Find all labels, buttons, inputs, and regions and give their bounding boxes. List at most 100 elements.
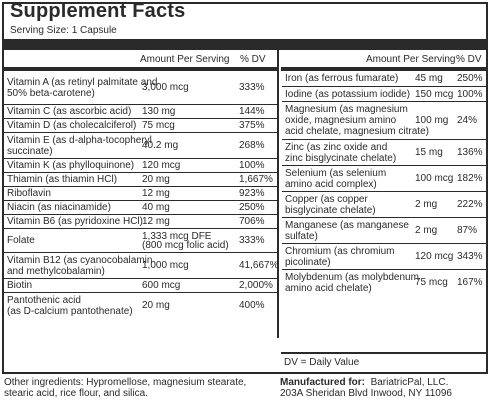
nutrient-name: Chromium (as chromium picolinate)	[285, 246, 394, 268]
nutrient-dv: 167%	[457, 277, 483, 288]
nutrient-name-line: Vitamin B6 (as pyridoxine HCl)	[7, 216, 143, 227]
nutrient-row: Vitamin B6 (as pyridoxine HCl) 12 mg 706%	[7, 215, 277, 228]
nutrient-row: Chromium (as chromium picolinate) 120 mcg 3…	[285, 244, 486, 269]
nutrient-dv: 1,667%	[239, 174, 273, 185]
row-separator	[4, 292, 277, 293]
ingredients-line-2: stearic acid, rice flour, and silica.	[4, 388, 148, 399]
row-separator	[4, 200, 277, 201]
nutrient-dv: 24%	[457, 115, 478, 126]
nutrient-name-line: (as D-calcium pantothenate)	[7, 305, 133, 317]
nutrient-dv: 375%	[239, 120, 265, 131]
nutrient-name: Vitamin B12 (as cyanocobalamin and methyl…	[7, 255, 152, 277]
nutrient-name-line: amino acid complex)	[285, 178, 377, 190]
manufacturer-address: 203A Sheridan Blvd Inwood, NY 11096	[280, 388, 452, 399]
nutrient-dv: 400%	[239, 300, 265, 311]
row-separator	[282, 217, 486, 218]
nutrient-name: Folate	[7, 235, 35, 246]
nutrient-row: Manganese (as manganese sulfate) 2 mg 87%	[285, 218, 486, 243]
row-separator	[282, 101, 486, 102]
nutrient-name-line: Magnesium (as magnesium	[285, 104, 408, 115]
nutrient-amount: 12 mg	[142, 188, 170, 199]
nutrient-amount: 3,000 mcg	[142, 82, 189, 93]
nutrient-name: Manganese (as manganese sulfate)	[285, 220, 409, 242]
nutrient-row: Copper (as copper bisglycinate chelate) 2 …	[285, 192, 486, 217]
nutrient-row: Zinc (as zinc oxide and zinc bisglycinate…	[285, 140, 486, 165]
nutrient-amount: 130 mg	[142, 106, 176, 117]
nutrient-name-line: Pantothenic acid	[7, 294, 81, 306]
nutrient-row: Vitamin B12 (as cyanocobalamin and methyl…	[7, 253, 279, 278]
nutrient-name: Iodine (as potassium iodide)	[285, 89, 410, 100]
nutrient-amount: 600 mcg	[142, 280, 181, 291]
nutrient-row: Thiamin (as thiamin HCl) 20 mg 1,667%	[7, 173, 277, 186]
nutrient-row: Riboflavin 12 mg 923%	[7, 187, 277, 200]
nutrient-name-line: Selenium (as selenium	[285, 167, 387, 179]
nutrient-name-line: Vitamin D (as cholecalciferol)	[7, 120, 137, 131]
nutrient-dv: 250%	[239, 202, 265, 213]
nutrient-row: Vitamin A (as retinyl palmitate and 50% b…	[7, 71, 277, 104]
nutrient-name-line: picolinate)	[285, 256, 331, 268]
nutrient-amount: 40.2 mg	[142, 140, 179, 151]
nutrient-amount: 2 mg	[415, 225, 438, 236]
left-dv-header: % DV	[240, 54, 266, 65]
row-separator	[4, 278, 277, 279]
nutrient-dv: 100%	[457, 88, 483, 100]
row-separator	[4, 252, 277, 253]
row-separator	[4, 132, 277, 133]
nutrient-name: Vitamin B6 (as pyridoxine HCl)	[7, 216, 143, 227]
nutrient-name-line: Vitamin E (as d-alpha-tocopheryl	[7, 134, 152, 146]
nutrient-dv: 268%	[239, 140, 265, 151]
nutrient-name-line: Copper (as copper	[285, 193, 368, 205]
nutrient-amount: 100 mcg	[415, 173, 454, 184]
panel-title: Supplement Facts	[10, 0, 186, 22]
row-separator	[282, 191, 486, 192]
nutrient-row: Molybdenum (as molybdenum amino acid chel…	[285, 270, 486, 295]
nutrient-name: Biotin	[7, 280, 32, 291]
other-ingredients: Other ingredients: Hypromellose, magnesi…	[4, 377, 246, 399]
nutrient-amount: 120 mcg	[415, 251, 454, 262]
nutrient-dv: 136%	[457, 147, 483, 158]
nutrient-dv: 87%	[457, 225, 478, 236]
nutrient-row: Vitamin K (as phylloquinone) 120 mcg 100%	[7, 159, 277, 172]
nutrient-dv: 250%	[457, 73, 483, 84]
nutrient-name-line: Biotin	[7, 280, 33, 291]
nutrient-dv: 333%	[239, 82, 265, 93]
nutrient-name-line: Manganese (as manganese	[285, 219, 409, 231]
nutrient-dv: 144%	[239, 106, 265, 117]
manufactured-label: Manufactured for:	[280, 377, 365, 388]
nutrient-name-line: acid chelate, magnesium citrate)	[285, 126, 429, 137]
nutrient-amount: 75 mcg	[142, 120, 175, 131]
nutrient-name-line: Zinc (as zinc oxide and	[285, 141, 388, 153]
nutrient-amount: 120 mcg	[142, 160, 181, 171]
nutrient-name-line: Iodine (as potassium iodide)	[285, 88, 411, 100]
nutrient-name: Vitamin E (as d-alpha-tocopheryl succinat…	[7, 135, 152, 157]
nutrient-name-line: oxide, magnesium amino	[285, 115, 397, 126]
row-separator	[282, 139, 486, 140]
nutrient-name-line: Chromium (as chromium	[285, 245, 395, 257]
row-separator	[282, 269, 486, 270]
nutrient-dv: 222%	[457, 199, 483, 210]
nutrient-name-line: Thiamin (as thiamin HCl)	[7, 174, 118, 185]
left-header-rule	[4, 67, 277, 71]
nutrient-name-line: Iron (as ferrous fumarate)	[285, 73, 399, 84]
nutrient-name-line: bisglycinate chelate)	[285, 204, 376, 216]
nutrient-row: Biotin 600 mcg 2,000%	[7, 279, 277, 292]
nutrient-dv: 706%	[239, 216, 265, 227]
row-separator	[4, 158, 277, 159]
nutrient-amount: 150 mcg	[415, 88, 454, 100]
nutrient-amount: 40 mg	[142, 202, 170, 213]
nutrient-dv: 41,667%	[239, 260, 279, 271]
nutrient-name: Vitamin A (as retinyl palmitate and 50% b…	[7, 77, 157, 99]
nutrient-name: Niacin (as niacinamide)	[7, 202, 111, 213]
nutrient-amount: 12 mg	[142, 216, 170, 227]
nutrient-name-line: Vitamin A (as retinyl palmitate and	[7, 76, 158, 88]
nutrient-amount: 1,000 mcg	[142, 260, 189, 271]
manufacturer-name: BariatricPal, LLC.	[370, 377, 449, 388]
thick-divider	[4, 39, 486, 50]
nutrient-name: Zinc (as zinc oxide and zinc bisglycinate…	[285, 142, 396, 164]
nutrient-amount-line: 1,333 mcg DFE	[142, 230, 212, 242]
nutrient-amount: 100 mg	[415, 115, 449, 126]
nutrient-name-line: sulfate)	[285, 230, 318, 242]
nutrient-dv: 333%	[239, 235, 265, 246]
row-separator	[4, 172, 277, 173]
nutrient-name: Molybdenum (as molybdenum amino acid chel…	[285, 272, 419, 294]
